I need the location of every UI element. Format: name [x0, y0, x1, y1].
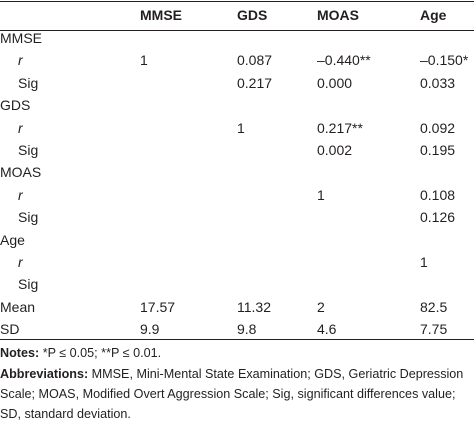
- cell: 1: [140, 52, 148, 69]
- cell: –0.440**: [317, 52, 371, 69]
- group-label: MMSE: [0, 30, 42, 46]
- cell: 82.5: [420, 298, 448, 315]
- row-label: r: [18, 186, 23, 203]
- column-header: MMSE: [140, 7, 182, 23]
- top-rule: [0, 1, 474, 2]
- column-header: GDS: [237, 7, 268, 23]
- column-header: Age: [420, 7, 447, 23]
- cell: 17.57: [140, 298, 176, 315]
- bottom-rule: [0, 339, 474, 340]
- cell: 7.75: [420, 321, 448, 338]
- cell: 0.126: [420, 209, 456, 226]
- cell: 2: [317, 298, 325, 315]
- cell: 0.217**: [317, 119, 363, 136]
- row-label: r: [18, 119, 23, 136]
- cell: 0.217: [237, 74, 273, 91]
- cell: 9.9: [140, 321, 160, 338]
- cell: 0.002: [317, 142, 353, 158]
- cell: –0.150*: [420, 52, 469, 69]
- cell: 1: [237, 119, 245, 136]
- abbreviations-label: Abbreviations:: [0, 367, 89, 381]
- abbreviations: Abbreviations: MMSE, Mini-Mental State E…: [0, 364, 472, 424]
- notes-text: *P ≤ 0.05; **P ≤ 0.01.: [42, 346, 162, 360]
- cell: 9.8: [237, 321, 257, 338]
- cell: 11.32: [237, 298, 271, 315]
- cell: 0.033: [420, 74, 456, 91]
- row-label: Sig: [18, 142, 39, 158]
- row-label: Mean: [0, 298, 36, 315]
- group-label: MOAS: [0, 164, 42, 181]
- column-header: MOAS: [317, 7, 359, 23]
- row-label: r: [18, 254, 23, 270]
- notes-label: Notes:: [0, 346, 40, 360]
- cell: 4.6: [317, 321, 337, 338]
- cell: 1: [317, 186, 325, 203]
- cell: 0.000: [317, 74, 353, 91]
- cell: 1: [420, 254, 428, 270]
- row-label: SD: [0, 321, 20, 338]
- cell: 0.108: [420, 186, 456, 203]
- row-label: Sig: [18, 276, 39, 293]
- row-label: Sig: [18, 209, 39, 226]
- row-label: Sig: [18, 74, 39, 91]
- cell: 0.195: [420, 142, 456, 158]
- group-label: GDS: [0, 97, 31, 114]
- cell: 0.092: [420, 119, 456, 136]
- row-label: r: [18, 52, 23, 69]
- notes: Notes: *P ≤ 0.05; **P ≤ 0.01.: [0, 343, 472, 363]
- header-rule: [0, 30, 474, 31]
- group-label: Age: [0, 231, 25, 248]
- cell: 0.087: [237, 52, 273, 69]
